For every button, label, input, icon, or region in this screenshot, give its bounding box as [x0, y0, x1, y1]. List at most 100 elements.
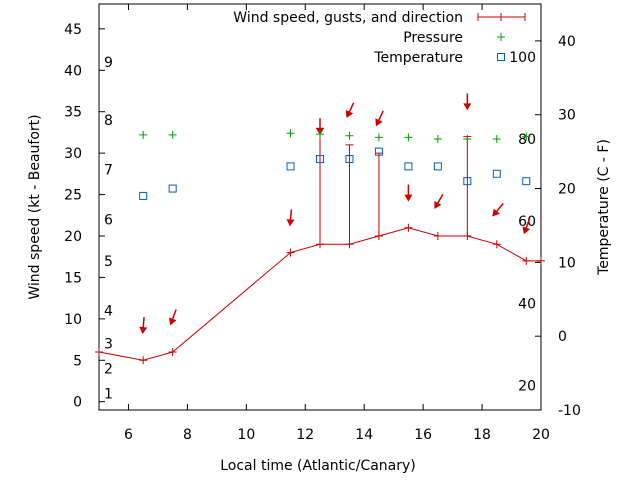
beaufort-label: 7 — [104, 163, 113, 179]
x-tick-label: 20 — [532, 427, 550, 443]
beaufort-label: 9 — [104, 55, 113, 71]
y-tick-label: 20 — [64, 229, 82, 245]
fahrenheit-label: 40 — [518, 297, 536, 313]
beaufort-label: 3 — [104, 337, 113, 353]
wind-direction-arrow — [375, 110, 384, 127]
beaufort-label: 8 — [104, 113, 113, 129]
arrow-head — [404, 194, 413, 202]
wind-speed-point — [522, 256, 531, 265]
y2-tick-label: 30 — [558, 108, 576, 124]
pressure-point — [463, 135, 472, 144]
temperature-point — [286, 162, 295, 171]
arrow-head — [345, 110, 354, 119]
arrow-head — [168, 317, 177, 326]
temperature-point — [374, 147, 383, 156]
y-tick-label: 45 — [64, 22, 82, 38]
y2-tick-label: 20 — [558, 182, 576, 198]
series-group — [95, 93, 545, 365]
y2-tick-label: -10 — [558, 403, 581, 419]
beaufort-label: 2 — [104, 362, 113, 378]
x-tick-label: 16 — [414, 427, 432, 443]
fahrenheit-label: 60 — [518, 214, 536, 230]
wind-speed-point — [492, 240, 501, 249]
pressure-point — [404, 133, 413, 142]
wind-direction-arrow — [463, 93, 472, 111]
beaufort-label: 4 — [104, 304, 113, 320]
temperature-point — [433, 162, 442, 171]
legend-label: Temperature — [373, 50, 463, 66]
legend: Wind speed, gusts, and direction Pressure… — [233, 10, 526, 66]
temperature-point — [492, 169, 501, 178]
arrow-head — [463, 103, 472, 111]
wind-speed-point — [95, 348, 103, 356]
wind-speed-point — [537, 256, 545, 265]
y-axis-label: Wind speed (kt - Beaufort) — [27, 114, 43, 299]
x-tick-label: 18 — [473, 427, 491, 443]
plot-frame — [98, 3, 542, 411]
beaufort-label: 1 — [104, 386, 113, 402]
arrow-head — [492, 208, 500, 217]
wind-direction-arrow — [434, 193, 444, 209]
fahrenheit-label: 80 — [518, 132, 536, 148]
temperature-point — [463, 177, 472, 186]
wind-direction-arrow — [139, 317, 148, 335]
pressure-point — [168, 130, 177, 139]
temperature-point — [168, 184, 177, 193]
x-tick-label: 8 — [183, 427, 192, 443]
pressure-point — [316, 130, 324, 139]
wind-direction-arrow — [404, 184, 413, 202]
wind-speed-point — [286, 248, 295, 257]
wind-direction-arrow — [492, 203, 504, 217]
arrow-head — [375, 118, 383, 127]
fahrenheit-label: 100 — [509, 50, 536, 66]
pressure-point — [492, 135, 501, 144]
arrow-head — [434, 200, 442, 209]
y2-axis-label: Temperature (C - F) — [596, 139, 612, 276]
y-tick-label: 35 — [64, 105, 82, 121]
wind-direction-arrow — [345, 102, 355, 119]
temperature-point — [316, 155, 324, 164]
y-tick-label: 40 — [64, 63, 82, 79]
wind-speed-point — [433, 232, 442, 240]
fahrenheit-label: 20 — [518, 379, 536, 395]
x-tick-label: 10 — [237, 427, 255, 443]
pressure-point — [286, 129, 295, 138]
y2-tick-label: 0 — [558, 329, 567, 345]
pressure-point — [139, 130, 148, 139]
y-tick-label: 25 — [64, 188, 82, 204]
x-axis-label: Local time (Atlantic/Canary) — [220, 458, 416, 474]
y-tick-label: 5 — [73, 353, 82, 369]
pressure-point — [374, 133, 383, 142]
wind-speed-point — [139, 356, 148, 365]
x-tick-label: 14 — [355, 427, 373, 443]
arrow-head — [139, 326, 148, 335]
beaufort-label: 6 — [104, 212, 113, 228]
wind-direction-arrow — [522, 218, 531, 235]
temperature-point — [522, 177, 531, 186]
legend-label: Pressure — [403, 30, 463, 46]
x-tick-label: 6 — [124, 427, 133, 443]
temperature-point — [139, 191, 148, 200]
legend-marker — [497, 33, 505, 41]
pressure-point — [345, 131, 354, 140]
pressure-point — [522, 132, 531, 141]
y-tick-label: 30 — [64, 146, 82, 162]
temperature-point — [345, 155, 354, 164]
y-tick-label: 15 — [64, 270, 82, 286]
beaufort-label: 5 — [104, 254, 113, 270]
legend-marker — [477, 13, 526, 21]
wind-speed-point — [404, 223, 413, 232]
pressure-point — [433, 135, 442, 144]
y-tick-label: 10 — [64, 312, 82, 328]
arrow-head — [522, 226, 531, 235]
arrow-head — [286, 219, 295, 227]
y-tick-label: 0 — [73, 395, 82, 411]
y2-tick-label: 10 — [558, 255, 576, 271]
legend-label: Wind speed, gusts, and direction — [233, 10, 463, 26]
x-tick-label: 12 — [296, 427, 314, 443]
wind-direction-arrow — [168, 309, 177, 326]
axes-group: 6 8 10 12 14 16 18 20051015202530354045-1001020… — [64, 4, 581, 443]
legend-marker — [497, 53, 505, 61]
temperature-point — [404, 162, 413, 171]
